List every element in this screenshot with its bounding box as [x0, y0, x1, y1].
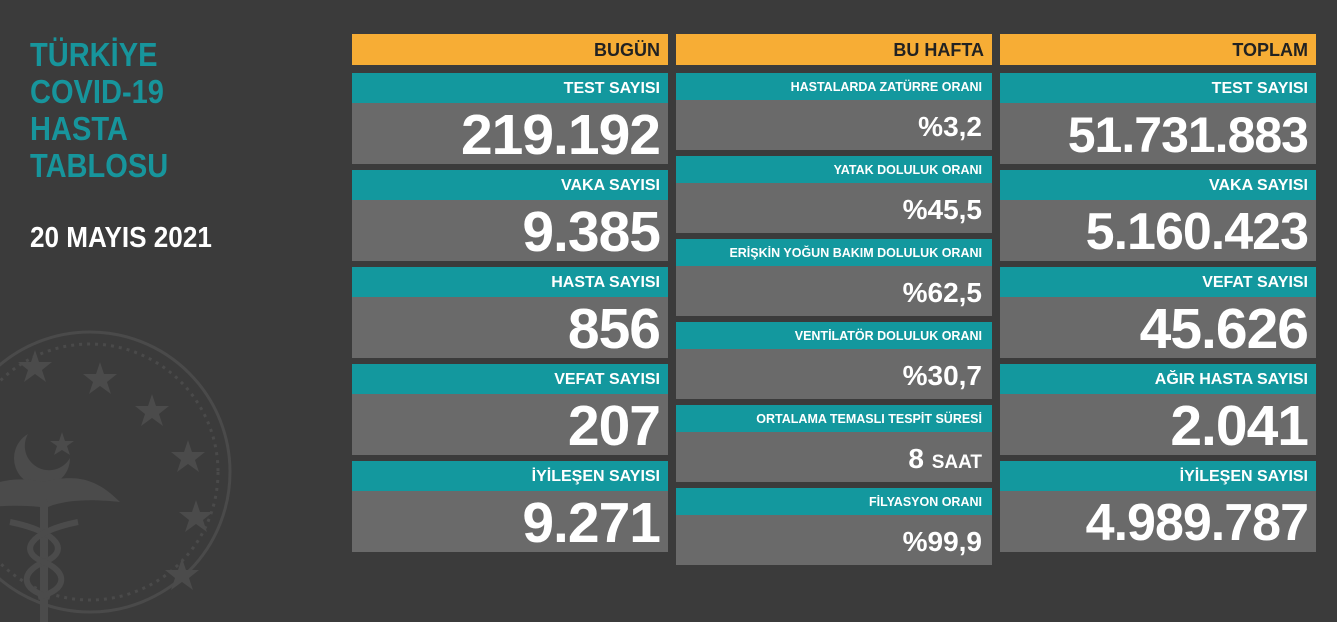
- card-label: TEST SAYISI: [352, 73, 668, 103]
- week-pneumonia-card: HASTALARDA ZATÜRRE ORANI %3,2: [676, 73, 992, 150]
- page-title: TÜRKİYE COVID-19 HASTA TABLOSU: [30, 36, 168, 184]
- total-test-card: TEST SAYISI 51.731.883: [1000, 73, 1316, 164]
- card-value: 51.731.883: [1000, 103, 1316, 164]
- card-value: 4.989.787: [1000, 491, 1316, 552]
- today-header: BUGÜN: [352, 34, 668, 65]
- card-value: %45,5: [676, 183, 992, 233]
- today-recovered-card: İYİLEŞEN SAYISI 9.271: [352, 461, 668, 555]
- card-label: VEFAT SAYISI: [352, 364, 668, 394]
- card-value: %99,9: [676, 515, 992, 565]
- card-value: %30,7: [676, 349, 992, 399]
- total-death-card: VEFAT SAYISI 45.626: [1000, 267, 1316, 361]
- report-date: 20 MAYIS 2021: [30, 222, 212, 254]
- card-value: 9.271: [352, 491, 668, 555]
- week-icu-card: ERİŞKİN YOĞUN BAKIM DOLULUK ORANI %62,5: [676, 239, 992, 316]
- value-number: %45,5: [902, 194, 982, 225]
- value-unit: SAAT: [931, 452, 982, 473]
- value-number: %99,9: [902, 526, 982, 557]
- value-number: 8: [908, 443, 924, 474]
- value-number: %3,2: [918, 111, 982, 142]
- total-header: TOPLAM: [1000, 34, 1316, 65]
- today-case-card: VAKA SAYISI 9.385: [352, 170, 668, 264]
- today-test-card: TEST SAYISI 219.192: [352, 73, 668, 167]
- today-patient-card: HASTA SAYISI 856: [352, 267, 668, 361]
- card-value: 856: [352, 297, 668, 361]
- card-label: ERİŞKİN YOĞUN BAKIM DOLULUK ORANI: [676, 239, 992, 266]
- card-value: 9.385: [352, 200, 668, 264]
- card-label: VAKA SAYISI: [352, 170, 668, 200]
- week-filiation-card: FİLYASYON ORANI %99,9: [676, 488, 992, 565]
- week-column: BU HAFTA HASTALARDA ZATÜRRE ORANI %3,2 Y…: [676, 34, 992, 565]
- card-value: 8 SAAT: [676, 432, 992, 482]
- card-value: 5.160.423: [1000, 200, 1316, 261]
- value-number: %62,5: [902, 277, 982, 308]
- card-label: VEFAT SAYISI: [1000, 267, 1316, 297]
- total-column: TOPLAM TEST SAYISI 51.731.883 VAKA SAYIS…: [1000, 34, 1316, 552]
- week-bed-card: YATAK DOLULUK ORANI %45,5: [676, 156, 992, 233]
- card-label: İYİLEŞEN SAYISI: [352, 461, 668, 491]
- card-value: 45.626: [1000, 297, 1316, 361]
- card-label: HASTA SAYISI: [352, 267, 668, 297]
- card-label: TEST SAYISI: [1000, 73, 1316, 103]
- card-value: %3,2: [676, 100, 992, 150]
- title-line: TABLOSU: [30, 147, 169, 184]
- total-severe-card: AĞIR HASTA SAYISI 2.041: [1000, 364, 1316, 458]
- card-label: YATAK DOLULUK ORANI: [676, 156, 992, 183]
- today-death-card: VEFAT SAYISI 207: [352, 364, 668, 458]
- title-line: TÜRKİYE: [30, 36, 158, 73]
- card-value: 207: [352, 394, 668, 458]
- title-line: HASTA: [30, 110, 128, 147]
- week-header: BU HAFTA: [676, 34, 992, 65]
- week-contact-card: ORTALAMA TEMASLI TESPİT SÜRESİ 8 SAAT: [676, 405, 992, 482]
- card-value: 2.041: [1000, 394, 1316, 458]
- total-case-card: VAKA SAYISI 5.160.423: [1000, 170, 1316, 261]
- ministry-emblem-icon: [0, 330, 232, 622]
- card-label: VAKA SAYISI: [1000, 170, 1316, 200]
- card-label: VENTİLATÖR DOLULUK ORANI: [676, 322, 992, 349]
- total-recovered-card: İYİLEŞEN SAYISI 4.989.787: [1000, 461, 1316, 552]
- card-label: FİLYASYON ORANI: [676, 488, 992, 515]
- card-value: 219.192: [352, 103, 668, 167]
- card-value: %62,5: [676, 266, 992, 316]
- title-line: COVID-19: [30, 73, 164, 110]
- card-label: HASTALARDA ZATÜRRE ORANI: [676, 73, 992, 100]
- value-number: %30,7: [902, 360, 982, 391]
- week-ventilator-card: VENTİLATÖR DOLULUK ORANI %30,7: [676, 322, 992, 399]
- today-column: BUGÜN TEST SAYISI 219.192 VAKA SAYISI 9.…: [352, 34, 668, 555]
- card-label: İYİLEŞEN SAYISI: [1000, 461, 1316, 491]
- card-label: ORTALAMA TEMASLI TESPİT SÜRESİ: [676, 405, 992, 432]
- card-label: AĞIR HASTA SAYISI: [1000, 364, 1316, 394]
